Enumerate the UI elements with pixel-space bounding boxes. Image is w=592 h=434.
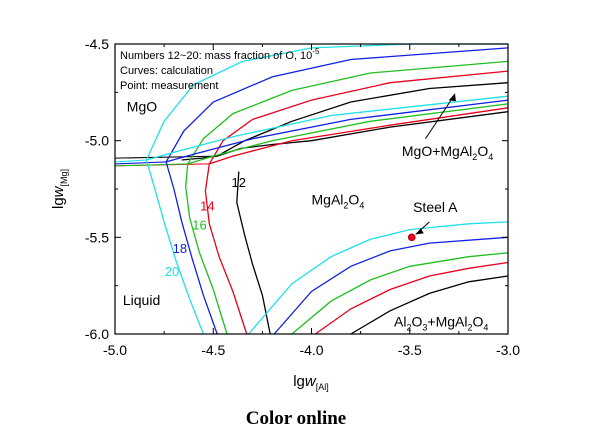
region-label-part: O	[472, 313, 483, 329]
series-20-liquid-mgal2o4-line	[145, 159, 205, 335]
x-tick-label: -4.5	[201, 342, 225, 358]
region-label-4: Al2O3+MgAl2O4	[394, 313, 488, 332]
y-tick-label: -4.5	[85, 36, 109, 52]
legend-line-oxygen-text: Numbers 12~20: mass fraction of O, 10	[120, 50, 312, 62]
x-axis-title-sub: [Al]	[316, 382, 329, 392]
figure-caption: Color online	[245, 408, 347, 429]
series-18-al2o3-mgal2o4-line	[273, 236, 509, 335]
series-12-liquid-mgal2o4-line	[236, 171, 271, 335]
series-20-al2o3-mgal2o4-line	[248, 221, 509, 335]
series-16-mgo-mgal2o4-line	[187, 60, 509, 165]
x-axis-title: lgw[Al]	[293, 373, 329, 392]
series-16-liquid-mgal2o4-line	[185, 163, 228, 335]
mark-layer	[407, 93, 456, 242]
mgo-region-arrow-line	[425, 93, 456, 140]
y-tick-label: -5.5	[85, 229, 109, 245]
series-18-liquid-edge-line	[114, 161, 167, 165]
x-tick-label: -5.0	[103, 342, 127, 358]
x-axis-title-lg: lg	[293, 373, 305, 390]
region-label-part: 3	[422, 322, 427, 332]
series-label-18: 18	[173, 241, 187, 256]
series-18-liquid-mgal2o4-line	[165, 161, 218, 335]
region-label-part: Al	[394, 313, 406, 329]
region-label-part: 2	[343, 200, 348, 210]
legend-line-curves: Curves: calculation	[120, 65, 213, 77]
series-16-lower-left-line	[187, 103, 509, 165]
region-label-part: 2	[472, 152, 477, 162]
legend-line-point: Point: measurement	[120, 80, 218, 92]
region-label-part: 2	[467, 322, 472, 332]
region-label-part: 4	[359, 200, 364, 210]
series-14-liquid-mgal2o4-line	[204, 163, 248, 335]
series-20-liquid-edge-line	[114, 159, 147, 163]
x-tick-label: -4.0	[299, 342, 323, 358]
region-label-part: 2	[406, 322, 411, 332]
series-18-lower-left-line	[165, 99, 509, 163]
y-axis-title: lgw[Mg]	[50, 169, 69, 209]
series-label-16: 16	[192, 218, 206, 233]
region-label-part: MgO	[127, 99, 157, 115]
series-18-mgo-mgal2o4-line	[165, 47, 509, 163]
x-axis-title-w: w	[305, 373, 317, 390]
region-label-0: MgO	[127, 99, 157, 115]
series-label-14: 14	[200, 198, 214, 213]
series-14-mgo-mgal2o4-line	[208, 70, 509, 165]
region-label-part: O	[348, 191, 359, 207]
legend-line-oxygen: Numbers 12~20: mass fraction of O, 10-5	[120, 47, 320, 62]
region-label-part: O	[411, 313, 422, 329]
series-20-lower-left-line	[146, 95, 509, 161]
series-16-al2o3-mgal2o4-line	[291, 252, 509, 335]
series-label-20: 20	[165, 264, 179, 279]
region-label-part: O	[477, 143, 488, 159]
label-layer: 12 14 16 18 20 Steel A Numbers 12~20: mass fra…	[120, 47, 493, 332]
series-12-mgo-mgal2o4-line	[216, 82, 509, 157]
steel-a-label: Steel A	[413, 199, 458, 215]
mgo-region-arrow-head	[448, 93, 456, 102]
region-label-part: +MgAl	[427, 313, 467, 329]
y-tick-label: -6.0	[85, 326, 109, 342]
region-label-2: MgAl2O4	[312, 191, 365, 210]
region-label-part: Liquid	[123, 292, 160, 308]
series-16-liquid-edge-line	[114, 163, 188, 167]
x-tick-label: -3.0	[496, 342, 520, 358]
steel-a-point	[407, 233, 416, 242]
series-14-al2o3-mgal2o4-line	[315, 261, 509, 335]
series-12-al2o3-mgal2o4-line	[350, 275, 509, 335]
series-14-lower-left-line	[209, 107, 509, 165]
region-label-part: 4	[483, 322, 488, 332]
y-axis-title-sub: [Mg]	[59, 169, 69, 187]
series-12-liquid-edge-line	[114, 155, 218, 159]
y-tick-label: -5.0	[85, 133, 109, 149]
legend-exponent: -5	[312, 47, 320, 56]
steel-a-arrow-head	[415, 228, 424, 235]
region-label-part: 4	[488, 152, 493, 162]
region-label-1: Liquid	[123, 292, 160, 308]
region-label-part: MgO+MgAl	[402, 143, 472, 159]
y-axis-title-lg: lg	[50, 197, 67, 209]
region-label-3: MgO+MgAl2O4	[402, 143, 493, 162]
axes-layer: -5.0 -4.5 -4.0 -3.5 -3.0-6.0-5.5-5.0-4.5lgw[…	[50, 36, 520, 392]
region-label-part: MgAl	[312, 191, 344, 207]
y-axis-title-w: w	[50, 185, 67, 197]
series-label-12: 12	[232, 175, 246, 190]
x-tick-label: -3.5	[398, 342, 422, 358]
